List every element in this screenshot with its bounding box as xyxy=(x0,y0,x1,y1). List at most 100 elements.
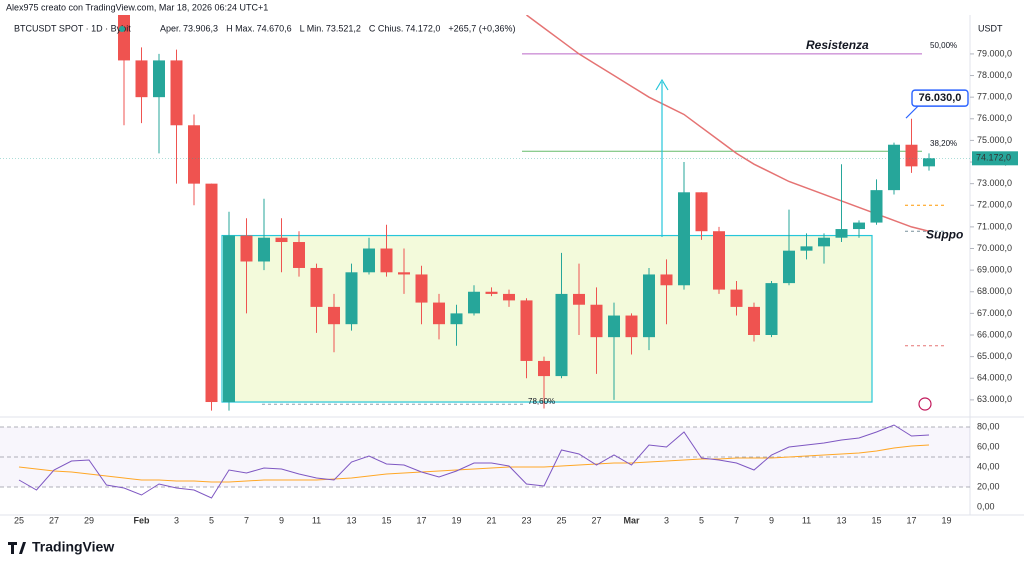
candle-body xyxy=(748,306,760,335)
x-tick-label: 27 xyxy=(49,515,59,525)
x-tick-label: Mar xyxy=(623,515,640,525)
legend-label: Aper. xyxy=(160,23,181,33)
candle-body xyxy=(853,222,865,230)
candle-body xyxy=(783,250,795,284)
x-tick-label: 25 xyxy=(14,515,24,525)
x-tick-label: 15 xyxy=(871,515,881,525)
x-tick-label: Feb xyxy=(133,515,150,525)
x-tick-label: 9 xyxy=(769,515,774,525)
y-tick-label: 77.000,0 xyxy=(977,92,1012,102)
rsi-tick-label: 40,00 xyxy=(977,461,1000,471)
rsi-ma-line xyxy=(18,444,930,483)
x-tick-label: 7 xyxy=(734,515,739,525)
x-tick-label: 29 xyxy=(84,515,94,525)
moving-average xyxy=(526,15,930,232)
icon xyxy=(918,397,932,411)
candle-body xyxy=(660,274,673,286)
legend-value: 74.670,6 xyxy=(257,23,292,33)
last-price-label: 74.172,0 xyxy=(976,153,1011,163)
candle-body xyxy=(800,246,813,251)
y-tick-label: 71.000,0 xyxy=(977,221,1012,231)
price-pane xyxy=(118,15,945,411)
x-tick-label: 23 xyxy=(521,515,531,525)
y-tick-label: 67.000,0 xyxy=(977,308,1012,318)
candle-body xyxy=(678,192,690,286)
overlay: Resistenza Suppo 50,00% 38,20% 78,60% 76.030,… xyxy=(528,38,969,411)
y-tick-label: 69.000,0 xyxy=(977,265,1012,275)
arrow-head xyxy=(655,78,669,91)
candle-body xyxy=(205,183,218,403)
y-tick-label: 79.000,0 xyxy=(977,48,1012,58)
legend-label: H Max. xyxy=(226,23,255,33)
y-tick-label: 68.000,0 xyxy=(977,286,1012,296)
candle-body xyxy=(520,300,533,361)
legend-value: 74.172,0 xyxy=(405,23,440,33)
rsi-tick-label: 0,00 xyxy=(977,501,995,511)
axes: 63.000,0 64.000,0 65.000,0 66.000,0 67.000,0… xyxy=(0,48,1018,525)
candle-body xyxy=(310,267,323,307)
rsi-line xyxy=(18,424,930,499)
credit: Alex975 creato con TradingView.com, Mar … xyxy=(6,2,268,12)
candle-body xyxy=(240,235,253,262)
y-tick-label: 65.000,0 xyxy=(977,351,1012,361)
candle-body xyxy=(695,192,708,232)
candle-body xyxy=(293,242,305,268)
candle-body xyxy=(608,315,620,338)
candle-body xyxy=(485,291,498,294)
x-tick-label: 11 xyxy=(802,515,811,525)
y-tick-label: 75.000,0 xyxy=(977,135,1012,145)
candle-body xyxy=(275,237,288,243)
rsi-pane xyxy=(0,424,970,499)
annotation-label: 38,20% xyxy=(930,139,957,148)
candle-body xyxy=(643,274,655,338)
candle-body xyxy=(555,293,568,377)
candle-body xyxy=(170,60,183,126)
rsi-tick-label: 60,00 xyxy=(977,441,1000,451)
y-tick-label: 64.000,0 xyxy=(977,373,1012,383)
ohlc-legend: Aper. 73.906,3 H Max. 74.670,6 L Min. 73.521,… xyxy=(160,23,515,33)
candle-body xyxy=(188,125,200,184)
candle-body xyxy=(905,144,918,167)
candle-body xyxy=(468,291,480,314)
brand-logo: TradingView xyxy=(8,539,114,555)
candle-body xyxy=(835,229,848,238)
candle-body xyxy=(590,304,603,338)
candle-body xyxy=(730,289,743,307)
x-tick-label: 13 xyxy=(346,515,356,525)
candle-body xyxy=(625,315,638,338)
legend-value: 73.906,3 xyxy=(183,23,218,33)
candle-body xyxy=(538,360,550,377)
candle-body xyxy=(433,302,445,325)
x-tick-label: 7 xyxy=(244,515,249,525)
price-callout-label: 76.030,0 xyxy=(919,92,962,104)
candle-body xyxy=(398,272,410,275)
x-tick-label: 13 xyxy=(836,515,846,525)
candle-body xyxy=(258,237,270,262)
axis-unit: USDT xyxy=(978,23,1003,33)
annotation-label: Suppo xyxy=(926,227,963,241)
logo-mark xyxy=(8,542,26,554)
legend-label: L Min. xyxy=(300,23,324,33)
y-tick-label: 78.000,0 xyxy=(977,70,1012,80)
x-tick-label: 9 xyxy=(279,515,284,525)
x-tick-label: 11 xyxy=(312,515,321,525)
legend-value: 73.521,2 xyxy=(326,23,361,33)
x-tick-label: 19 xyxy=(451,515,461,525)
candle-body xyxy=(450,313,463,325)
candle-body xyxy=(503,293,515,301)
y-tick-label: 63.000,0 xyxy=(977,394,1012,404)
candle-body xyxy=(870,190,883,223)
candle-body xyxy=(363,248,375,273)
y-tick-label: 70.000,0 xyxy=(977,243,1012,253)
status-dot xyxy=(119,26,125,32)
x-tick-label: 17 xyxy=(416,515,426,525)
candle-body xyxy=(573,293,585,305)
x-tick-label: 15 xyxy=(381,515,391,525)
y-tick-label: 73.000,0 xyxy=(977,178,1012,188)
brand: TradingView xyxy=(32,539,114,555)
candle-body xyxy=(328,306,340,325)
price-callout xyxy=(911,89,969,107)
annotation-label: Resistenza xyxy=(806,38,869,52)
rsi-tick-label: 20,00 xyxy=(977,481,1000,491)
